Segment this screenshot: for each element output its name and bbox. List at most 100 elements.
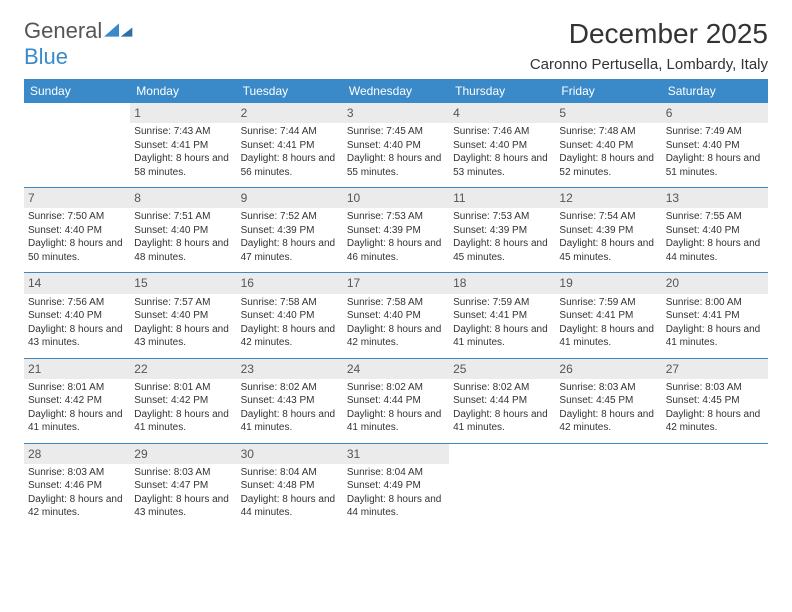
day-number: 27: [662, 359, 768, 379]
daylight-line: Daylight: 8 hours and 47 minutes.: [241, 237, 339, 264]
sunrise-line: Sunrise: 8:03 AM: [28, 466, 126, 480]
day-number: 16: [237, 273, 343, 293]
sunrise-line: Sunrise: 7:50 AM: [28, 210, 126, 224]
day-number: 31: [343, 444, 449, 464]
daylight-line: Daylight: 8 hours and 56 minutes.: [241, 152, 339, 179]
weekday-header: Saturday: [662, 79, 768, 103]
calendar-cell: 22Sunrise: 8:01 AMSunset: 4:42 PMDayligh…: [130, 358, 236, 443]
calendar-cell: 7Sunrise: 7:50 AMSunset: 4:40 PMDaylight…: [24, 188, 130, 273]
sunrise-line: Sunrise: 7:48 AM: [559, 125, 657, 139]
sunset-line: Sunset: 4:40 PM: [134, 309, 232, 323]
sunset-line: Sunset: 4:40 PM: [666, 139, 764, 153]
calendar-row: 14Sunrise: 7:56 AMSunset: 4:40 PMDayligh…: [24, 273, 768, 358]
brand-word-2: Blue: [24, 44, 68, 70]
weekday-header: Monday: [130, 79, 236, 103]
sunrise-line: Sunrise: 7:52 AM: [241, 210, 339, 224]
sunset-line: Sunset: 4:40 PM: [241, 309, 339, 323]
calendar-cell: 25 Sunrise: 8:02 AMSunset: 4:44 PMDayligh…: [449, 358, 555, 443]
sunset-line: Sunset: 4:40 PM: [453, 139, 551, 153]
daylight-line: Daylight: 8 hours and 43 minutes.: [134, 323, 232, 350]
brand-word-1: General: [24, 18, 102, 44]
day-number: 1: [130, 103, 236, 123]
sunrise-line: Sunrise: 7:43 AM: [134, 125, 232, 139]
sunset-line: Sunset: 4:44 PM: [453, 394, 551, 408]
calendar-cell: 14Sunrise: 7:56 AMSunset: 4:40 PMDayligh…: [24, 273, 130, 358]
sunrise-line: Sunrise: 7:49 AM: [666, 125, 764, 139]
sunrise-line: Sunrise: 7:58 AM: [241, 296, 339, 310]
calendar-cell: 24Sunrise: 8:02 AMSunset: 4:44 PMDayligh…: [343, 358, 449, 443]
daylight-line: Daylight: 8 hours and 45 minutes.: [559, 237, 657, 264]
daylight-line: Daylight: 8 hours and 42 minutes.: [241, 323, 339, 350]
day-number: 17: [343, 273, 449, 293]
sunset-line: Sunset: 4:40 PM: [28, 224, 126, 238]
calendar-cell: 13Sunrise: 7:55 AMSunset: 4:40 PMDayligh…: [662, 188, 768, 273]
sunset-line: Sunset: 4:41 PM: [453, 309, 551, 323]
sunset-line: Sunset: 4:44 PM: [347, 394, 445, 408]
brand-sail-icon: [102, 20, 136, 40]
sunset-line: Sunset: 4:45 PM: [666, 394, 764, 408]
weekday-header-row: Sunday Monday Tuesday Wednesday Thursday…: [24, 79, 768, 103]
calendar-row: 28Sunrise: 8:03 AMSunset: 4:46 PMDayligh…: [24, 443, 768, 528]
day-number: 14: [24, 273, 130, 293]
sunrise-line: Sunrise: 8:02 AM: [453, 381, 551, 395]
day-number: 20: [662, 273, 768, 293]
sunrise-line: Sunrise: 7:55 AM: [666, 210, 764, 224]
sunset-line: Sunset: 4:49 PM: [347, 479, 445, 493]
sunrise-line: Sunrise: 7:56 AM: [28, 296, 126, 310]
daylight-line: Daylight: 8 hours and 44 minutes.: [666, 237, 764, 264]
calendar-table: Sunday Monday Tuesday Wednesday Thursday…: [24, 79, 768, 528]
daylight-line: Daylight: 8 hours and 41 minutes.: [241, 408, 339, 435]
day-number: 10: [343, 188, 449, 208]
day-number: 22: [130, 359, 236, 379]
sunrise-line: Sunrise: 7:57 AM: [134, 296, 232, 310]
day-number: 3: [343, 103, 449, 123]
sunrise-line: Sunrise: 8:02 AM: [241, 381, 339, 395]
sunrise-line: Sunrise: 8:03 AM: [559, 381, 657, 395]
calendar-row: 21Sunrise: 8:01 AMSunset: 4:42 PMDayligh…: [24, 358, 768, 443]
calendar-cell: 2Sunrise: 7:44 AMSunset: 4:41 PMDaylight…: [237, 103, 343, 188]
calendar-cell: 16 Sunrise: 7:58 AMSunset: 4:40 PMDayligh…: [237, 273, 343, 358]
daylight-line: Daylight: 8 hours and 41 minutes.: [453, 408, 551, 435]
day-number: 19: [555, 273, 661, 293]
calendar-cell: 11Sunrise: 7:53 AMSunset: 4:39 PMDayligh…: [449, 188, 555, 273]
calendar-cell: 1Sunrise: 7:43 AMSunset: 4:41 PMDaylight…: [130, 103, 236, 188]
sunset-line: Sunset: 4:46 PM: [28, 479, 126, 493]
sunrise-line: Sunrise: 7:59 AM: [559, 296, 657, 310]
sunset-line: Sunset: 4:40 PM: [559, 139, 657, 153]
daylight-line: Daylight: 8 hours and 42 minutes.: [666, 408, 764, 435]
sunrise-line: Sunrise: 7:54 AM: [559, 210, 657, 224]
daylight-line: Daylight: 8 hours and 43 minutes.: [28, 323, 126, 350]
day-number: 4: [449, 103, 555, 123]
weekday-header: Tuesday: [237, 79, 343, 103]
weekday-header: Wednesday: [343, 79, 449, 103]
daylight-line: Daylight: 8 hours and 48 minutes.: [134, 237, 232, 264]
sunrise-line: Sunrise: 7:44 AM: [241, 125, 339, 139]
calendar-cell: 23Sunrise: 8:02 AMSunset: 4:43 PMDayligh…: [237, 358, 343, 443]
day-number: 25: [449, 359, 555, 379]
sunrise-line: Sunrise: 7:53 AM: [347, 210, 445, 224]
sunrise-line: Sunrise: 8:02 AM: [347, 381, 445, 395]
calendar-cell: 27Sunrise: 8:03 AMSunset: 4:45 PMDayligh…: [662, 358, 768, 443]
day-number: 21: [24, 359, 130, 379]
sunset-line: Sunset: 4:48 PM: [241, 479, 339, 493]
daylight-line: Daylight: 8 hours and 52 minutes.: [559, 152, 657, 179]
sunset-line: Sunset: 4:47 PM: [134, 479, 232, 493]
calendar-cell: 15Sunrise: 7:57 AMSunset: 4:40 PMDayligh…: [130, 273, 236, 358]
daylight-line: Daylight: 8 hours and 41 minutes.: [559, 323, 657, 350]
daylight-line: Daylight: 8 hours and 53 minutes.: [453, 152, 551, 179]
calendar-cell: [555, 443, 661, 528]
day-number: 7: [24, 188, 130, 208]
sunset-line: Sunset: 4:40 PM: [347, 139, 445, 153]
calendar-cell: 12Sunrise: 7:54 AMSunset: 4:39 PMDayligh…: [555, 188, 661, 273]
sunrise-line: Sunrise: 7:58 AM: [347, 296, 445, 310]
sunset-line: Sunset: 4:39 PM: [241, 224, 339, 238]
calendar-cell: 26Sunrise: 8:03 AMSunset: 4:45 PMDayligh…: [555, 358, 661, 443]
sunset-line: Sunset: 4:45 PM: [559, 394, 657, 408]
day-number: 13: [662, 188, 768, 208]
daylight-line: Daylight: 8 hours and 41 minutes.: [28, 408, 126, 435]
calendar-cell: 28Sunrise: 8:03 AMSunset: 4:46 PMDayligh…: [24, 443, 130, 528]
daylight-line: Daylight: 8 hours and 41 minutes.: [453, 323, 551, 350]
calendar-row: 1Sunrise: 7:43 AMSunset: 4:41 PMDaylight…: [24, 103, 768, 188]
daylight-line: Daylight: 8 hours and 41 minutes.: [347, 408, 445, 435]
sunset-line: Sunset: 4:43 PM: [241, 394, 339, 408]
